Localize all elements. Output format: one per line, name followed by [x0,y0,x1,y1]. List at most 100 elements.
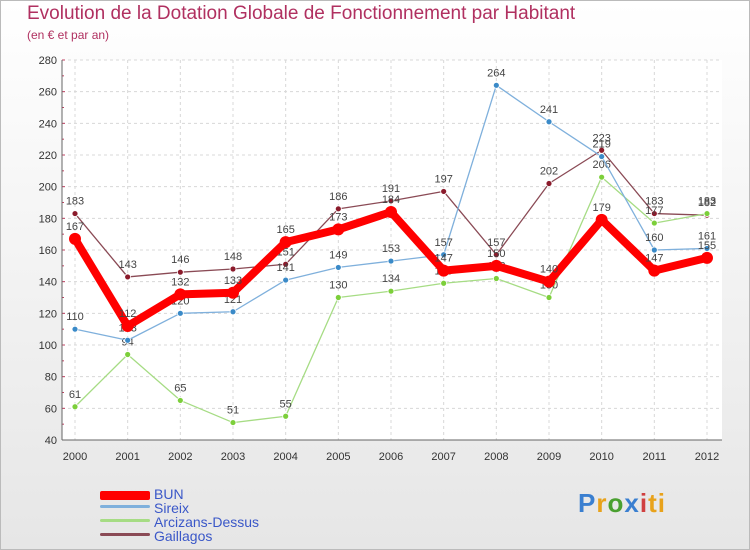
data-label: 150 [487,248,505,260]
x-tick-label: 2009 [537,451,561,463]
x-tick-label: 2006 [379,451,403,463]
legend-swatch [100,519,150,522]
data-point [490,259,503,272]
y-tick-label: 120 [39,308,57,320]
data-point [279,236,292,249]
data-label: 133 [224,275,242,287]
data-label: 264 [487,67,505,79]
data-point [598,153,606,160]
data-point [176,309,184,317]
data-point [282,412,290,420]
data-point [229,419,237,426]
data-point [492,275,500,282]
data-label: 146 [171,254,189,266]
data-point [387,287,395,295]
x-tick-label: 2000 [63,451,87,463]
data-point [71,325,79,333]
data-point [282,276,290,284]
data-point [121,320,134,332]
data-point [282,260,290,268]
legend-item-gaillagos: Gaillagos [100,528,340,544]
x-tick-label: 2011 [643,451,667,463]
data-label: 183 [66,196,84,208]
x-tick-label: 2005 [326,451,350,463]
data-label: 219 [592,139,610,151]
data-point [545,118,553,126]
data-label: 182 [698,197,716,209]
legend-swatch [100,491,150,500]
data-label: 134 [382,273,400,285]
data-point [124,273,132,281]
data-point [229,265,237,273]
legend-item-bun: BUN [100,486,340,502]
data-label: 55 [280,398,292,410]
data-label: 132 [171,276,189,288]
data-point [334,205,342,213]
data-label: 153 [382,243,400,255]
data-point [545,294,553,301]
x-tick-label: 2008 [484,451,508,463]
data-label: 161 [698,230,716,242]
legend-item-arcizans-dessus: Arcizans-Dessus [100,514,340,530]
data-point [334,294,342,301]
data-point [703,245,711,252]
data-label: 179 [592,202,610,214]
data-point [387,197,395,205]
data-point [440,279,448,287]
data-point [124,336,132,344]
y-tick-label: 220 [39,150,57,162]
data-point [229,308,237,316]
data-label: 165 [276,224,294,236]
data-label: 141 [276,262,294,274]
data-label: 112 [119,308,137,320]
x-tick-label: 2001 [115,451,139,463]
data-point [69,232,81,245]
data-label: 65 [174,382,186,394]
legend-label: Sireix [154,500,190,516]
data-label: 155 [698,240,716,252]
data-label: 157 [434,237,452,249]
legend-label: BUN [154,486,184,502]
data-point [648,264,661,277]
data-point [545,180,553,187]
legend-swatch [100,505,150,508]
data-point [332,223,345,236]
data-label: 157 [487,237,505,249]
legend-item-sireix: Sireix [100,500,340,516]
y-tick-label: 40 [45,435,57,447]
data-label: 51 [227,405,239,417]
data-point [650,210,658,217]
data-label: 148 [224,251,242,263]
y-tick-label: 60 [45,403,57,415]
proxiti-logo: Proxiti [578,488,666,518]
data-point [440,251,448,259]
data-point [385,206,397,218]
data-label: 186 [329,191,347,203]
data-point [440,188,448,195]
y-tick-label: 100 [39,340,57,352]
legend-label: Gaillagos [154,528,213,544]
data-label: 130 [329,280,347,292]
data-label: 173 [329,211,347,223]
data-point [176,268,184,276]
data-point [174,288,187,301]
data-point [650,219,658,227]
data-label: 167 [66,221,84,233]
y-tick-label: 280 [39,55,57,67]
data-point [701,251,713,264]
y-tick-label: 180 [39,213,57,225]
data-label: 147 [434,253,452,265]
y-tick-label: 200 [39,182,57,194]
x-tick-label: 2003 [221,451,245,463]
data-point [492,251,500,259]
data-label: 147 [645,253,663,265]
chart-title: Evolution de la Dotation Globale de Fonc… [27,3,576,24]
y-tick-label: 140 [39,277,57,289]
legend-label: Arcizans-Dessus [154,514,260,530]
data-point [334,264,342,271]
data-point [387,257,395,265]
data-label: 184 [382,194,400,206]
data-point [437,264,450,277]
data-point [650,246,658,254]
data-point [71,210,79,217]
